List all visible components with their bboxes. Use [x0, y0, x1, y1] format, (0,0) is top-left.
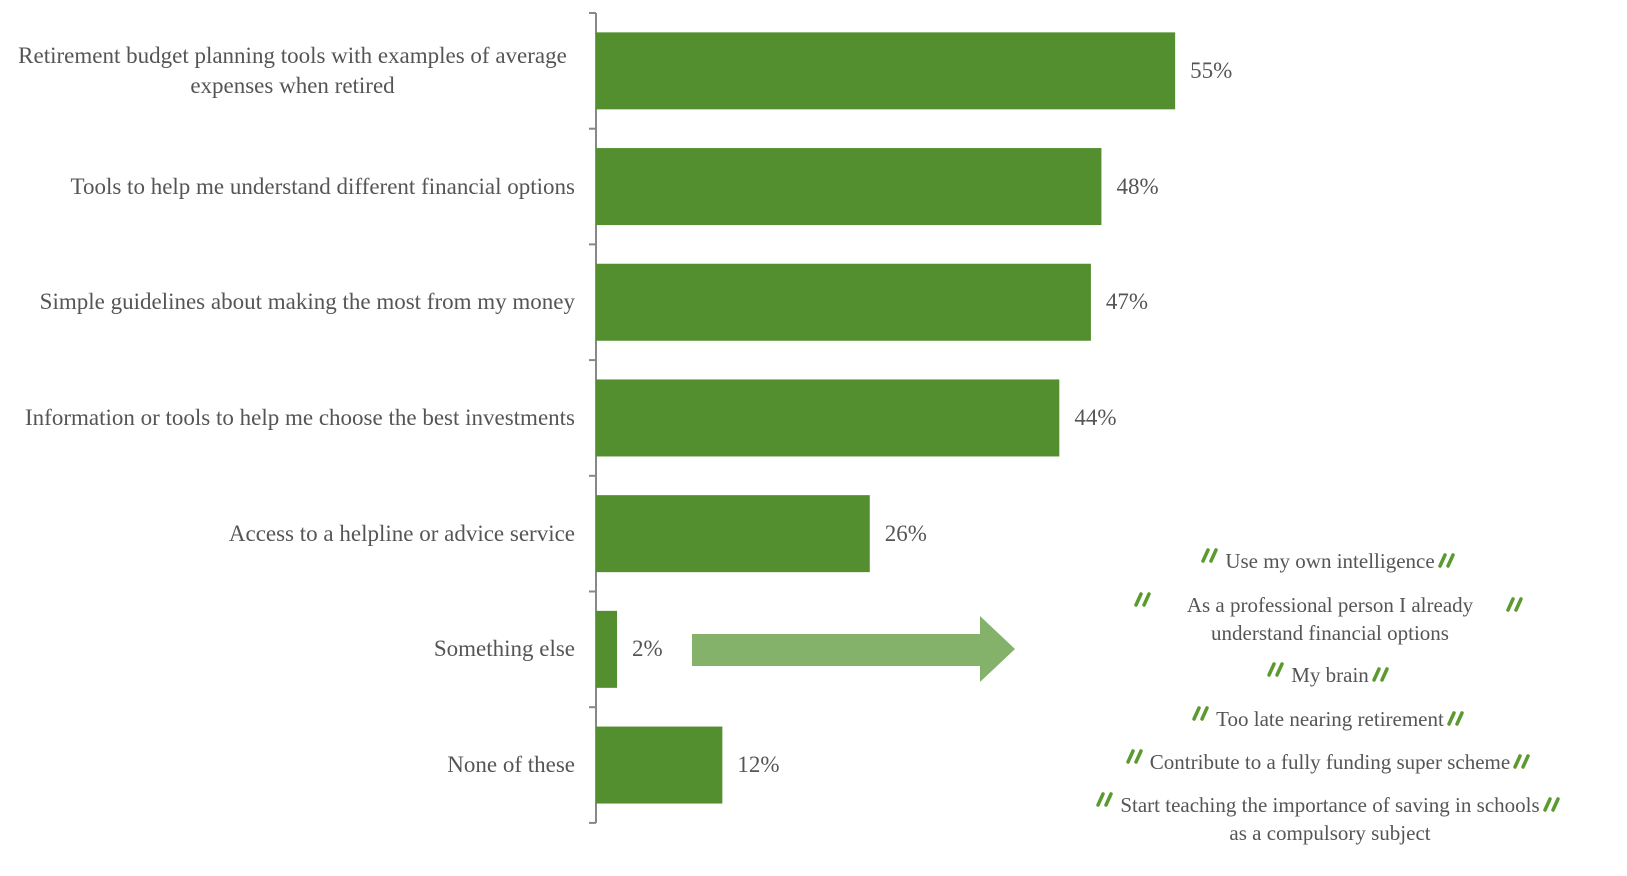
bar: [596, 495, 870, 573]
quote-text: Start teaching the importance of saving …: [1120, 793, 1540, 845]
quote-text: As a professional person I already under…: [1186, 593, 1474, 645]
category-label-box: Something else: [0, 599, 575, 699]
close-quote: [1543, 797, 1560, 812]
category-label: Simple guidelines about making the most …: [39, 289, 575, 315]
category-label: Access to a helpline or advice service: [228, 520, 575, 546]
quote: Use my own intelligence: [1060, 547, 1600, 575]
category-label-box: Tools to help me understand different fi…: [0, 137, 575, 237]
quote-text: Contribute to a fully funding super sche…: [1149, 750, 1511, 774]
category-label: Information or tools to help me choose t…: [25, 404, 575, 430]
value-label: 2%: [632, 636, 663, 662]
category-label: None of these: [447, 752, 575, 778]
bar: [596, 32, 1176, 110]
open-quote: [1192, 706, 1209, 721]
open-quote: [1133, 592, 1151, 607]
open-quote: [1096, 792, 1113, 807]
bar: [596, 379, 1060, 457]
value-label: 12%: [737, 752, 780, 778]
bar: [596, 263, 1091, 341]
value-label: 48%: [1116, 173, 1159, 199]
quote: My brain: [1060, 661, 1600, 689]
open-quote: [1126, 749, 1143, 764]
bar: [596, 610, 618, 688]
quote: Contribute to a fully funding super sche…: [1060, 748, 1600, 776]
arrow: [692, 616, 1015, 682]
quote-text: Too late nearing retirement: [1216, 707, 1444, 731]
category-label-box: None of these: [0, 715, 575, 815]
bar: [596, 148, 1102, 226]
quote: Start teaching the importance of saving …: [1060, 791, 1600, 847]
category-label-box: Access to a helpline or advice service: [0, 484, 575, 584]
quote: Too late nearing retirement: [1060, 705, 1600, 733]
category-label: Something else: [433, 636, 575, 662]
value-label: 44%: [1074, 404, 1117, 430]
quote-text: My brain: [1291, 663, 1369, 687]
close-quote: [1513, 754, 1530, 769]
category-label: Retirement budget planning tools with ex…: [18, 42, 567, 98]
category-label: Tools to help me understand different fi…: [70, 173, 575, 199]
open-quote: [1267, 662, 1284, 677]
close-quote: [1505, 597, 1523, 612]
category-label-box: Retirement budget planning tools with ex…: [0, 21, 575, 121]
value-label: 55%: [1190, 57, 1233, 83]
value-label: 47%: [1105, 289, 1149, 315]
bar: [596, 726, 723, 804]
category-label-box: Simple guidelines about making the most …: [0, 252, 575, 352]
open-quote: [1201, 548, 1219, 563]
close-quote: [1372, 667, 1389, 682]
category-label-box: Information or tools to help me choose t…: [0, 368, 575, 468]
quote: As a professional person I already under…: [1060, 591, 1600, 647]
close-quote: [1437, 553, 1455, 568]
value-label: 26%: [884, 520, 927, 546]
close-quote: [1447, 711, 1464, 726]
quote-text: Use my own intelligence: [1225, 549, 1435, 573]
